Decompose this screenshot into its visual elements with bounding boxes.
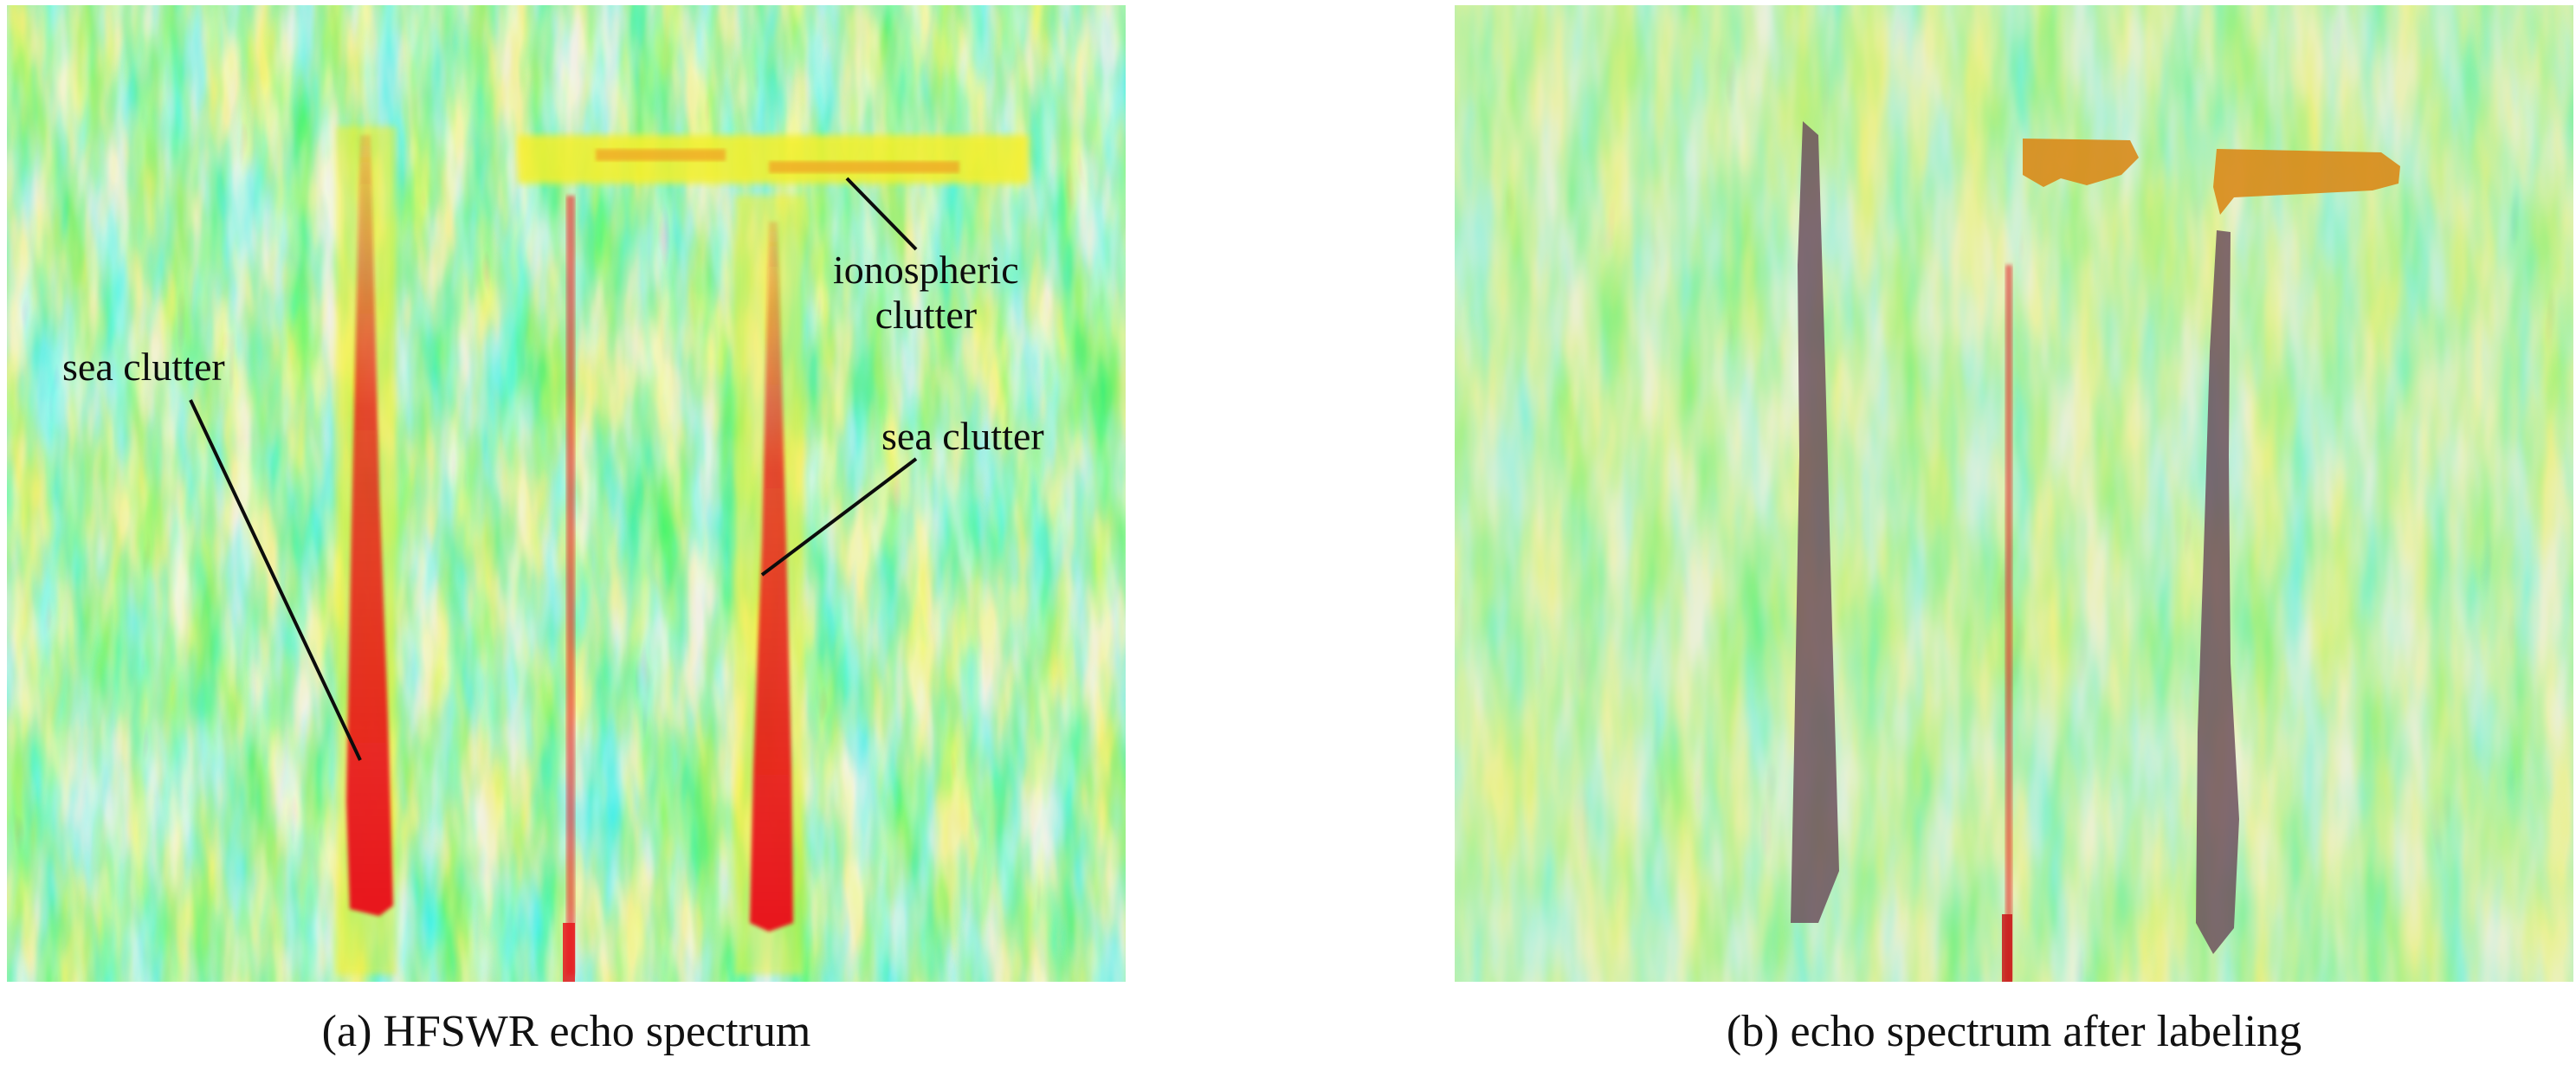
label-mask-sea-clutter-left <box>1791 121 1839 923</box>
label-mask-ionospheric-left <box>2023 139 2139 187</box>
panel-b-echo-spectrum-after-labeling: (b) echo spectrum after labeling <box>1455 0 2573 1077</box>
panel-a-hfswr-echo-spectrum: sea clutter ionospheric clutter sea clut… <box>7 0 1126 1077</box>
echo-spectrum-heatmap-a <box>7 5 1126 982</box>
label-mask-sea-clutter-right <box>2196 230 2239 954</box>
annotation-sea-clutter-left: sea clutter <box>62 345 225 389</box>
heatmap-a-svg <box>7 5 1126 982</box>
annotation-sea-clutter-right: sea clutter <box>881 414 1044 458</box>
annotation-ionospheric-line2: clutter <box>875 293 978 337</box>
heatmap-b-svg <box>1455 5 2573 982</box>
echo-spectrum-heatmap-b <box>1455 5 2573 982</box>
label-mask-ionospheric-right <box>2213 149 2400 215</box>
annotation-ionospheric-line1: ionospheric <box>833 248 1019 292</box>
caption-panel-a: (a) HFSWR echo spectrum <box>321 1007 811 1056</box>
caption-panel-b: (b) echo spectrum after labeling <box>1726 1007 2302 1056</box>
annotation-ionospheric-clutter: ionospheric clutter <box>833 248 1019 338</box>
